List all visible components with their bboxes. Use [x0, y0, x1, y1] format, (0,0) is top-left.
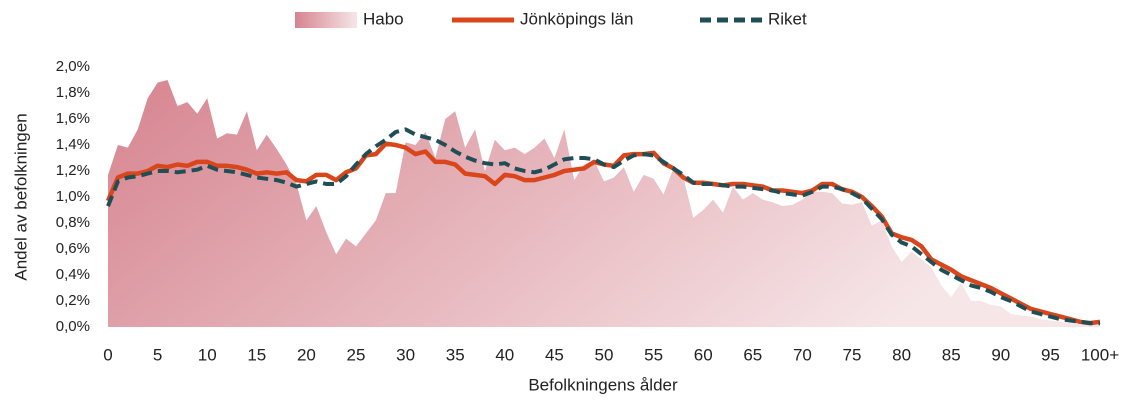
legend-label: Jönköpings län [520, 9, 633, 28]
x-tick-label: 90 [991, 345, 1010, 364]
x-tick-label: 45 [545, 345, 564, 364]
x-tick-label: 0 [103, 345, 112, 364]
y-tick-label: 0,0% [56, 318, 90, 335]
legend-swatch [295, 12, 357, 28]
y-tick-label: 0,4% [56, 266, 90, 283]
x-tick-label: 65 [743, 345, 762, 364]
y-tick-label: 1,8% [56, 84, 90, 101]
x-tick-label: 5 [153, 345, 162, 364]
y-tick-label: 0,6% [56, 240, 90, 257]
legend-label: Habo [363, 9, 404, 28]
x-tick-label: 25 [347, 345, 366, 364]
y-tick-label: 1,2% [56, 162, 90, 179]
y-axis-label: Andel av befolkningen [11, 113, 30, 280]
legend-label: Riket [768, 9, 807, 28]
x-axis-label: Befolkningens ålder [528, 375, 678, 394]
x-tick-label: 85 [942, 345, 961, 364]
x-tick-label: 15 [247, 345, 266, 364]
x-tick-label: 50 [595, 345, 614, 364]
line [106, 127, 1100, 326]
x-tick-label: 100+ [1081, 345, 1119, 364]
y-tick-label: 2,0% [56, 58, 90, 75]
x-tick-label: 40 [495, 345, 514, 364]
y-tick-label: 0,8% [56, 214, 90, 231]
x-tick-label: 75 [843, 345, 862, 364]
x-tick-label: 30 [396, 345, 415, 364]
y-tick-label: 1,6% [56, 110, 90, 127]
x-tick-label: 80 [892, 345, 911, 364]
x-tick-label: 95 [1041, 345, 1060, 364]
y-tick-label: 0,2% [56, 292, 90, 309]
y-tick-label: 1,4% [56, 136, 90, 153]
x-tick-label: 20 [297, 345, 316, 364]
y-tick-label: 1,0% [56, 188, 90, 205]
x-tick-label: 70 [793, 345, 812, 364]
x-tick-label: 35 [446, 345, 465, 364]
area [108, 80, 1100, 327]
x-tick-label: 60 [694, 345, 713, 364]
x-tick-label: 55 [644, 345, 663, 364]
x-tick-label: 10 [198, 345, 217, 364]
